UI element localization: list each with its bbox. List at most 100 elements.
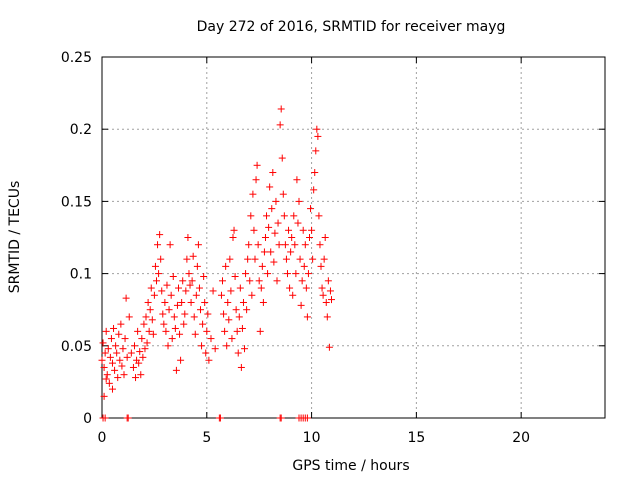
data-point — [101, 349, 109, 357]
data-point — [100, 363, 108, 371]
data-point — [277, 105, 285, 113]
data-point — [114, 374, 122, 382]
plot-frame — [101, 56, 606, 419]
data-point — [155, 270, 163, 278]
data-point — [152, 277, 160, 285]
data-point — [167, 291, 175, 299]
data-point — [288, 234, 296, 241]
data-point — [110, 324, 118, 332]
data-point — [201, 298, 209, 306]
data-point — [159, 310, 167, 318]
data-point — [216, 414, 224, 422]
data-point — [123, 353, 131, 361]
data-point — [172, 366, 180, 374]
data-point — [106, 353, 114, 361]
data-point — [304, 270, 312, 278]
data-point — [243, 306, 251, 314]
data-point — [125, 313, 133, 321]
data-point — [174, 284, 182, 292]
data-point — [279, 190, 287, 198]
data-point — [184, 234, 192, 241]
data-point — [130, 342, 138, 350]
data-point — [107, 335, 115, 343]
data-point — [283, 270, 291, 278]
data-point — [120, 371, 128, 379]
data-point — [227, 287, 235, 295]
data-point — [312, 147, 320, 155]
data-point — [307, 205, 315, 213]
data-point — [98, 356, 106, 364]
data-point — [134, 327, 142, 335]
data-point — [113, 349, 121, 357]
data-point — [100, 392, 108, 400]
data-point — [198, 342, 206, 350]
gridlines — [102, 57, 605, 418]
data-point — [223, 342, 231, 350]
data-point — [319, 291, 327, 299]
data-point — [308, 226, 316, 234]
data-point — [143, 339, 151, 347]
data-point — [228, 335, 236, 343]
data-point — [263, 212, 271, 220]
data-point — [141, 345, 149, 353]
data-point — [299, 226, 307, 234]
data-point — [289, 291, 297, 299]
data-point — [127, 349, 135, 357]
data-point — [238, 324, 246, 332]
y-tick-label: 0.05 — [61, 339, 92, 355]
data-point — [169, 272, 177, 280]
x-tick-label: 0 — [98, 430, 107, 446]
data-point — [146, 306, 154, 314]
data-point — [245, 241, 253, 249]
data-point — [163, 281, 171, 289]
data-point — [225, 316, 233, 324]
data-point — [182, 287, 190, 295]
data-point — [204, 310, 212, 318]
data-point — [267, 248, 275, 256]
x-tick-label: 10 — [303, 430, 321, 446]
data-point — [181, 310, 189, 318]
data-point — [321, 234, 329, 241]
data-point — [102, 327, 110, 335]
data-point — [239, 298, 247, 306]
data-point — [180, 320, 188, 328]
data-point — [132, 374, 140, 382]
data-point — [226, 255, 234, 263]
data-point — [187, 298, 195, 306]
data-point — [99, 339, 107, 347]
data-point — [144, 298, 152, 306]
data-point — [293, 176, 301, 184]
data-point — [297, 301, 305, 309]
data-point — [265, 223, 273, 231]
data-point — [186, 281, 194, 289]
data-point — [168, 335, 176, 343]
data-point — [286, 284, 294, 292]
data-point — [150, 291, 158, 299]
y-tick-label: 0.1 — [70, 267, 92, 283]
data-point — [207, 335, 215, 343]
data-point — [166, 241, 174, 249]
data-point — [188, 277, 196, 285]
data-point — [317, 262, 325, 270]
data-point — [320, 255, 328, 263]
data-point — [311, 169, 319, 177]
data-point — [179, 277, 187, 285]
data-point — [260, 248, 268, 256]
data-point — [191, 330, 199, 338]
data-point — [176, 330, 184, 338]
data-point — [147, 284, 155, 292]
data-point — [160, 320, 168, 328]
data-point — [244, 255, 252, 263]
data-point — [231, 272, 239, 280]
data-point — [129, 363, 137, 371]
data-point — [247, 212, 255, 220]
data-point — [173, 301, 181, 309]
data-point — [324, 277, 332, 285]
data-point — [199, 320, 207, 328]
data-point — [205, 356, 213, 364]
y-tick-label: 0 — [83, 411, 92, 427]
data-point — [149, 330, 157, 338]
data-point — [156, 231, 164, 239]
data-point — [270, 258, 278, 266]
